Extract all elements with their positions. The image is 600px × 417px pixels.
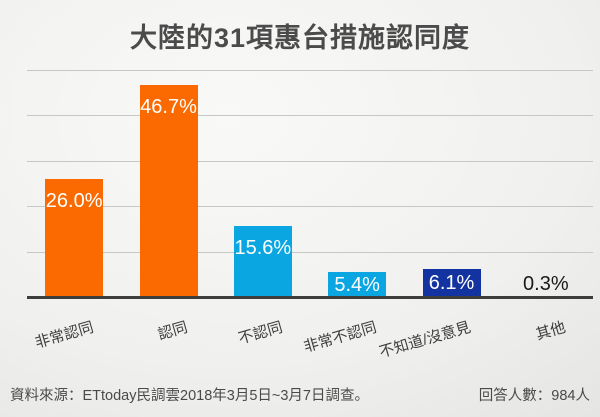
bar	[422, 269, 481, 297]
footer: 資料來源：ETtoday民調雲2018年3月5日~3月7日調查。 回答人數：98…	[10, 384, 590, 405]
bar	[328, 272, 387, 297]
x-axis-label: 其他	[533, 318, 568, 344]
gridline	[27, 206, 593, 208]
bar	[233, 226, 292, 297]
gridline	[27, 251, 593, 253]
x-axis-label: 認同	[156, 318, 191, 344]
bar-value-label: 26.0%	[45, 189, 103, 212]
respondent-count: 回答人數：984人	[478, 388, 590, 404]
chart-title: 大陸的31項惠台措施認同度	[129, 23, 471, 53]
gridline	[27, 70, 593, 71]
bar-value-label: 5.4%	[334, 273, 380, 296]
gridline	[27, 160, 593, 162]
bar-value-label: 6.1%	[428, 272, 475, 295]
x-axis-label: 不認同	[236, 318, 285, 348]
bar	[45, 178, 104, 297]
x-axis-label: 不知道/沒意見	[377, 318, 474, 362]
x-axis-label: 非常不認同	[301, 318, 379, 356]
gridline	[27, 115, 593, 117]
x-axis-label: 非常認同	[33, 318, 96, 352]
bar-value-label: 0.3%	[523, 272, 569, 295]
source-note: 資料來源：ETtoday民調雲2018年3月5日~3月7日調查。	[10, 388, 369, 404]
x-axis-line	[27, 296, 593, 299]
bar-value-label: 15.6%	[234, 237, 292, 260]
bar	[139, 84, 198, 297]
bar-value-label: 46.7%	[140, 95, 197, 118]
